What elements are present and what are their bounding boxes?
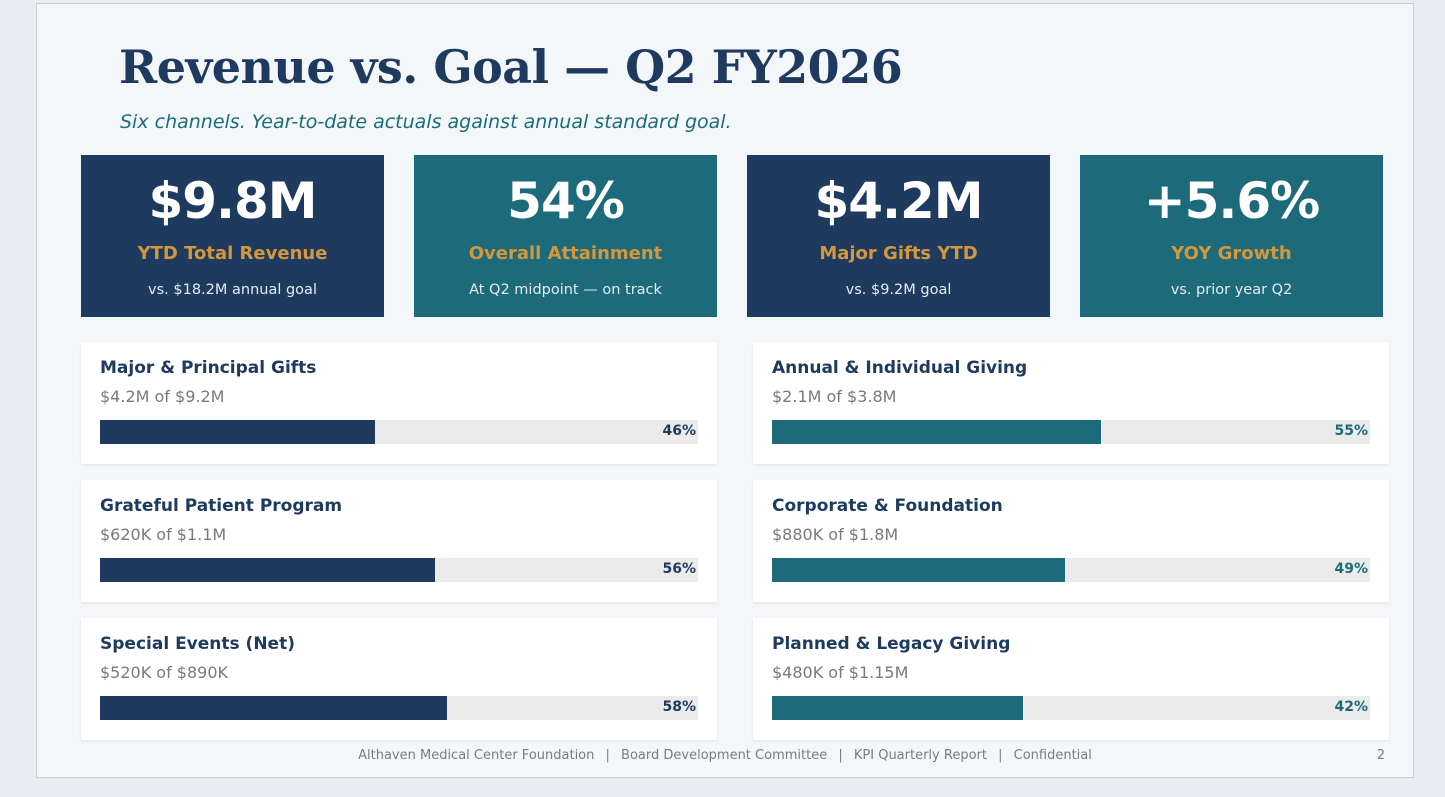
channel-amount: $620K of $1.1M	[100, 525, 227, 544]
channel-card-planned-legacy-giving: Planned & Legacy Giving $480K of $1.15M …	[753, 618, 1389, 740]
channel-card-special-events: Special Events (Net) $520K of $890K 58%	[81, 618, 717, 740]
kpi-subtext: vs. prior year Q2	[1170, 282, 1293, 298]
kpi-card-major-gifts: $4.2M Major Gifts YTD vs. $9.2M goal	[747, 155, 1050, 317]
channel-amount: $480K of $1.15M	[772, 663, 909, 682]
slide-title: Revenue vs. Goal — Q2 FY2026	[119, 40, 903, 94]
progress-percent: 55%	[1334, 423, 1368, 439]
progress-track: 49%	[772, 558, 1370, 582]
progress-fill	[100, 558, 435, 582]
slide-footer: Althaven Medical Center Foundation | Boa…	[37, 748, 1413, 763]
kpi-card-yoy-growth: +5.6% YOY Growth vs. prior year Q2	[1080, 155, 1383, 317]
footer-org: Althaven Medical Center Foundation	[358, 748, 595, 763]
progress-fill	[772, 696, 1024, 720]
channel-name: Corporate & Foundation	[772, 496, 1003, 516]
channel-card-grateful-patient-program: Grateful Patient Program $620K of $1.1M …	[81, 480, 717, 602]
channel-name: Annual & Individual Giving	[772, 358, 1028, 378]
progress-percent: 49%	[1334, 561, 1368, 577]
footer-separator: |	[998, 748, 1003, 763]
channel-amount: $880K of $1.8M	[772, 525, 899, 544]
channel-card-major-principal-gifts: Major & Principal Gifts $4.2M of $9.2M 4…	[81, 342, 717, 464]
kpi-value: $9.8M	[148, 172, 317, 230]
progress-track: 42%	[772, 696, 1370, 720]
kpi-card-ytd-revenue: $9.8M YTD Total Revenue vs. $18.2M annua…	[81, 155, 384, 317]
channel-card-annual-individual-giving: Annual & Individual Giving $2.1M of $3.8…	[753, 342, 1389, 464]
channel-name: Grateful Patient Program	[100, 496, 343, 516]
channel-amount: $4.2M of $9.2M	[100, 387, 225, 406]
progress-percent: 58%	[662, 699, 696, 715]
progress-fill	[100, 696, 447, 720]
progress-fill	[772, 420, 1101, 444]
page-number: 2	[1376, 748, 1385, 763]
kpi-subtext: At Q2 midpoint — on track	[469, 282, 662, 298]
progress-percent: 56%	[662, 561, 696, 577]
slide: Revenue vs. Goal — Q2 FY2026 Six channel…	[36, 3, 1414, 778]
channel-card-corporate-foundation: Corporate & Foundation $880K of $1.8M 49…	[753, 480, 1389, 602]
progress-percent: 46%	[662, 423, 696, 439]
kpi-subtext: vs. $18.2M annual goal	[148, 282, 317, 298]
channel-name: Special Events (Net)	[100, 634, 295, 654]
kpi-label: YOY Growth	[1171, 243, 1292, 264]
channel-amount: $520K of $890K	[100, 663, 229, 682]
footer-report: KPI Quarterly Report	[853, 748, 987, 763]
progress-track: 56%	[100, 558, 698, 582]
progress-percent: 42%	[1334, 699, 1368, 715]
kpi-label: Overall Attainment	[468, 243, 663, 264]
channel-amount: $2.1M of $3.8M	[772, 387, 897, 406]
kpi-label: YTD Total Revenue	[137, 243, 328, 264]
progress-fill	[772, 558, 1066, 582]
footer-separator: |	[838, 748, 843, 763]
channel-name: Major & Principal Gifts	[100, 358, 317, 378]
kpi-label: Major Gifts YTD	[819, 243, 978, 264]
slide-subtitle: Six channels. Year-to-date actuals again…	[120, 111, 732, 133]
footer-separator: |	[605, 748, 610, 763]
progress-track: 58%	[100, 696, 698, 720]
channel-name: Planned & Legacy Giving	[772, 634, 1011, 654]
footer-committee: Board Development Committee	[621, 748, 828, 763]
progress-track: 55%	[772, 420, 1370, 444]
kpi-value: +5.6%	[1143, 172, 1321, 230]
kpi-card-overall-attainment: 54% Overall Attainment At Q2 midpoint — …	[414, 155, 717, 317]
kpi-value: 54%	[507, 172, 625, 230]
progress-track: 46%	[100, 420, 698, 444]
progress-fill	[100, 420, 376, 444]
kpi-value: $4.2M	[814, 172, 983, 230]
footer-classification: Confidential	[1013, 748, 1092, 763]
kpi-subtext: vs. $9.2M goal	[845, 282, 952, 298]
